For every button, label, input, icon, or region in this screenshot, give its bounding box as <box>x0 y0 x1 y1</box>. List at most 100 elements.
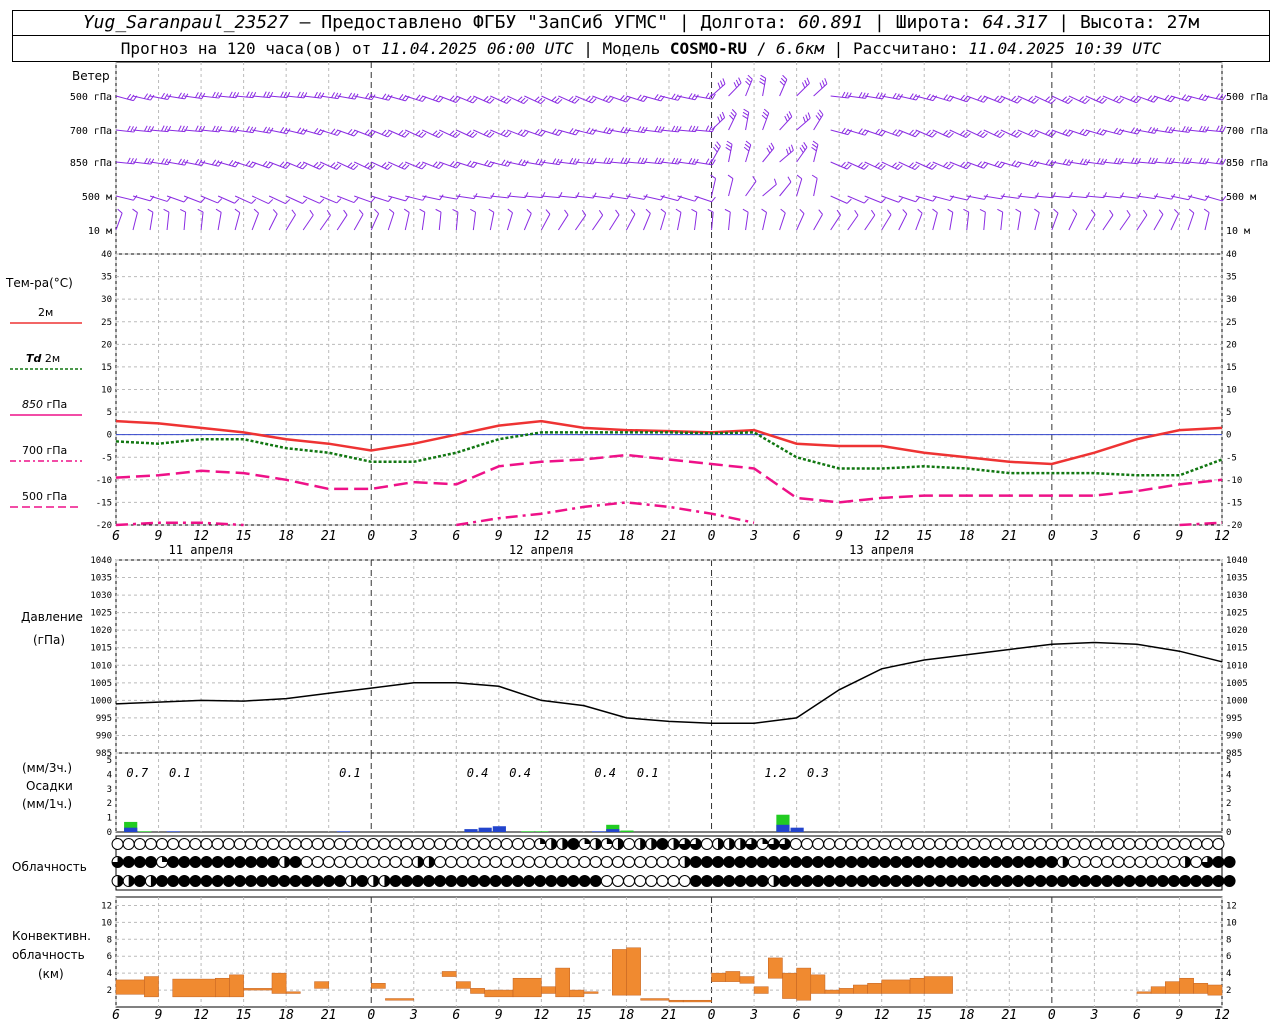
wind-barb <box>371 195 389 202</box>
cloud-symbol <box>189 856 202 868</box>
wind-barb-flag <box>1047 97 1053 103</box>
conv-bar <box>739 976 755 984</box>
wind-barb-flag <box>1168 157 1172 164</box>
wind-barb-flag <box>1045 159 1050 165</box>
wind-barb-flag <box>296 161 302 167</box>
wind-barb-flag <box>983 163 989 169</box>
wind-barb-flag <box>415 94 421 100</box>
cloud-symbol <box>1034 856 1047 868</box>
wind-barb-flag <box>147 208 154 213</box>
wind-barb-flag <box>1147 157 1152 164</box>
wind-barb-flag <box>895 130 900 136</box>
wind-barb-flag <box>367 130 373 136</box>
wind-barb-flag <box>945 131 951 137</box>
cloud-symbol <box>122 856 135 868</box>
wind-barb-flag <box>657 126 662 133</box>
wind-barb-flag <box>836 209 841 216</box>
wind-barb-flag <box>966 96 972 103</box>
wind-barb-flag <box>1051 160 1057 167</box>
conv-bar <box>668 999 684 1003</box>
wind-barb-flag <box>473 162 478 168</box>
wind-barb-flag <box>575 158 580 165</box>
wind-barb-flag <box>398 162 404 168</box>
wind-barb-flag <box>942 130 948 136</box>
cloud-symbol <box>1167 838 1180 850</box>
x-hour-label-bottom: 6 <box>112 1008 120 1023</box>
cloud-symbol <box>567 856 580 868</box>
x-hour-label-bottom: 3 <box>1089 1008 1098 1023</box>
wind-barb <box>711 178 717 197</box>
temp-ytick-right: -5 <box>1226 453 1237 463</box>
wind-barb <box>949 195 968 201</box>
pressure-ytick-right: 1010 <box>1226 661 1248 671</box>
wind-barb <box>285 214 296 231</box>
wind-barb-flag <box>330 162 336 168</box>
wind-barb-flag <box>251 198 257 204</box>
wind-barb-flag <box>1079 128 1085 134</box>
x-date-label: 12 апреля <box>509 543 574 557</box>
wind-title: Ветер <box>72 69 110 83</box>
wind-barb-flag <box>488 208 495 213</box>
cloud-symbol <box>934 856 947 868</box>
conv-bar <box>470 988 485 994</box>
wind-barb-flag <box>370 131 376 137</box>
wind-barb-flag <box>452 96 458 102</box>
wind-barb-flag <box>654 157 659 164</box>
wind-barb <box>643 213 651 231</box>
wind-barb <box>302 214 314 231</box>
cloud-symbol <box>856 875 869 887</box>
wind-barb-flag <box>1084 99 1090 104</box>
wind-barb-flag <box>246 91 250 98</box>
precip-ytick-right: 5 <box>1226 756 1231 766</box>
conv-bar <box>881 979 911 994</box>
wind-barb-flag <box>719 114 723 121</box>
cloud-symbol <box>267 875 280 887</box>
wind-barb-flag <box>201 160 206 166</box>
wind-barb-flag <box>163 208 170 213</box>
wind-barb-flag <box>708 93 713 99</box>
wind-barb-flag <box>564 209 569 216</box>
cloud-symbol <box>122 838 135 850</box>
wind-barb-flag <box>218 161 223 167</box>
wind-barb-flag <box>983 97 988 103</box>
wind-barb <box>660 212 667 231</box>
wind-barb-flag <box>892 92 897 99</box>
wind-barb-flag <box>466 95 472 101</box>
wind-barb-flag <box>419 208 426 213</box>
cloud-symbol <box>156 875 169 887</box>
wind-barb-flag <box>860 163 866 169</box>
temp-ytick: 5 <box>107 408 112 418</box>
wind-barb-flag <box>438 97 444 103</box>
wind-barb <box>404 212 410 231</box>
wind-barb <box>388 95 406 102</box>
precip-bar-green <box>535 831 549 832</box>
wind-barb-flag <box>747 74 753 80</box>
cloud-symbol <box>445 856 458 868</box>
wind-barb-flag <box>404 132 410 138</box>
cloud-symbol <box>801 875 813 887</box>
pressure-unit: (гПа) <box>33 633 66 647</box>
wind-barb-flag <box>432 130 438 136</box>
wind-barb-flag <box>1083 158 1087 165</box>
wind-barb-flag <box>1205 126 1210 133</box>
wind-barb-flag <box>1033 98 1039 104</box>
cloud-symbol <box>411 838 424 850</box>
wind-barb-flag <box>265 162 271 168</box>
wind-barb-flag <box>960 161 965 167</box>
cloud-symbol <box>322 838 335 850</box>
conv-ytick: 12 <box>101 901 112 911</box>
conv-bar <box>768 957 783 979</box>
cloud-symbol <box>434 856 447 868</box>
cloud-symbol <box>589 856 602 868</box>
wind-barb-flag <box>705 92 710 99</box>
cloud-symbol <box>956 838 969 850</box>
cloud-symbol <box>901 856 914 868</box>
wind-barb-flag <box>897 165 903 170</box>
wind-barb-flag <box>1221 195 1227 202</box>
precip-ytick-right: 0 <box>1226 828 1231 838</box>
wind-barb-flag <box>466 160 472 166</box>
wind-barb <box>898 213 908 231</box>
wind-barb-flag <box>388 95 393 101</box>
wind-barb-flag <box>387 164 393 170</box>
